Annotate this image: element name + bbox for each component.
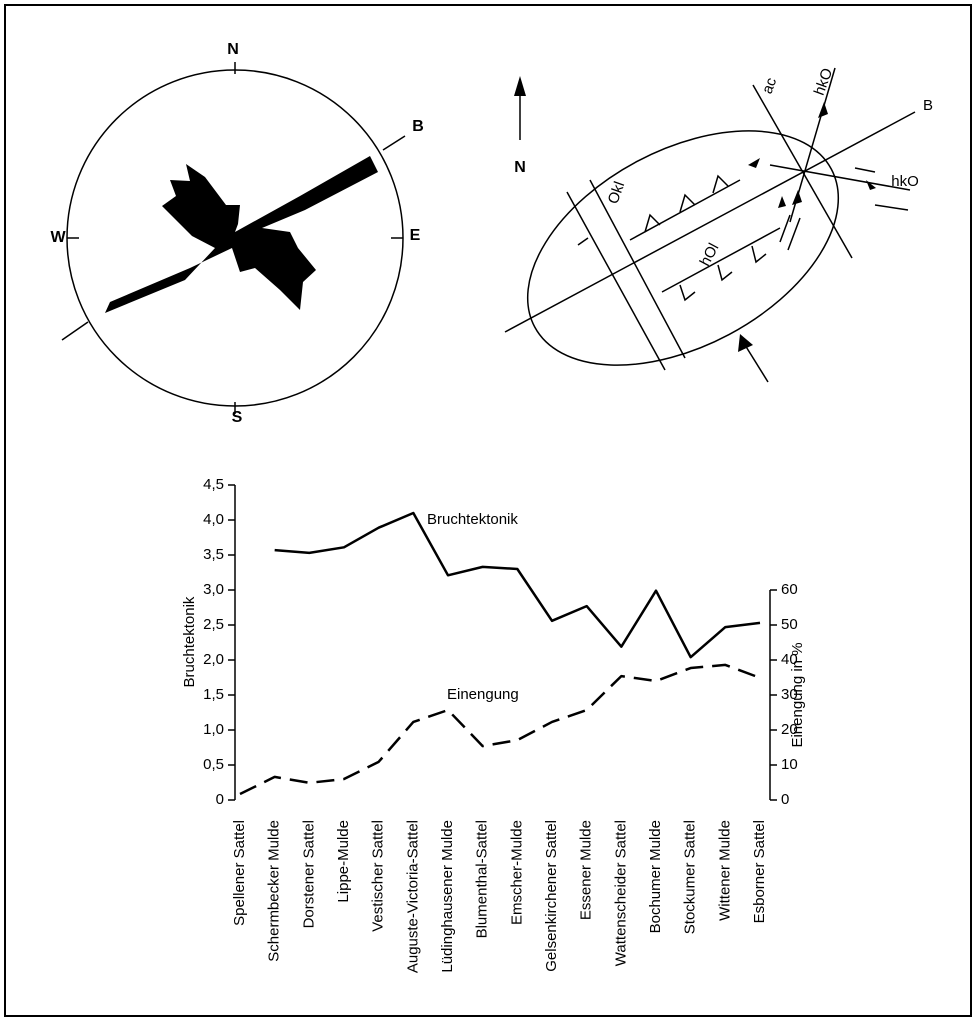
hko-line <box>770 165 910 190</box>
fold-line <box>630 180 740 240</box>
ellipse <box>489 83 878 414</box>
page: N E S W B N ac hkO B Okl hOl hkO Bruchte… <box>0 0 978 1021</box>
sketch-label: hkO <box>811 66 836 98</box>
y2-tick-label: 10 <box>781 756 798 773</box>
stress-arrow <box>745 345 768 382</box>
tick <box>578 238 588 245</box>
y-tick-label: 0,5 <box>203 756 224 773</box>
y2-tick-label: 30 <box>781 686 798 703</box>
sketch-label: N <box>514 159 526 176</box>
y2-tick-label: 0 <box>781 791 789 808</box>
series-line <box>240 665 760 794</box>
x-tick-label: Wattenscheider Sattel <box>612 820 629 966</box>
y-tick-label: 1,5 <box>203 686 224 703</box>
x-tick-label: Schermbecker Mulde <box>266 820 283 962</box>
series-label: Bruchtektonik <box>427 511 518 528</box>
y2-tick-label: 20 <box>781 721 798 738</box>
y-tick-label: 2,5 <box>203 616 224 633</box>
series-line <box>275 513 760 657</box>
b-axis <box>505 112 915 332</box>
x-tick-label: Dorstener Sattel <box>300 820 317 928</box>
y-tick-label: 2,0 <box>203 651 224 668</box>
b-axis <box>383 136 405 150</box>
arrow-head <box>738 334 753 352</box>
x-tick-label: Bochumer Mulde <box>647 820 664 933</box>
x-tick-label: Emscher-Mulde <box>508 820 525 925</box>
x-tick-label: Lippe-Mulde <box>335 820 352 903</box>
y-axis-label: Bruchtektonik <box>181 596 198 687</box>
shear-marks <box>780 168 908 250</box>
y-tick-label: 3,5 <box>203 546 224 563</box>
sketch-label: hkO <box>891 173 919 190</box>
rose-label: B <box>412 118 424 135</box>
x-tick-label: Gelsenkirchener Sattel <box>543 820 560 972</box>
series-label: Einengung <box>447 686 519 703</box>
fold-teeth <box>645 176 766 300</box>
rose-diagram: N E S W B <box>50 41 423 426</box>
cross-line <box>590 180 685 358</box>
y-tick-label: 1,0 <box>203 721 224 738</box>
sketch-label: hOl <box>697 240 723 269</box>
y2-tick-label: 60 <box>781 581 798 598</box>
structure-sketch: N ac hkO B Okl hOl hkO <box>489 66 933 413</box>
y-tick-label: 0 <box>216 791 224 808</box>
rose-petals <box>105 156 378 313</box>
cross-line <box>567 192 665 370</box>
x-tick-label: Vestischer Sattel <box>370 820 387 932</box>
x-tick-label: Auguste-Victoria-Sattel <box>404 820 421 973</box>
rose-label: W <box>50 229 66 246</box>
y2-tick-label: 40 <box>781 651 798 668</box>
sketch-label: ac <box>759 75 781 96</box>
y-tick-label: 4,5 <box>203 476 224 493</box>
rose-label: N <box>227 41 239 58</box>
y-tick-label: 3,0 <box>203 581 224 598</box>
rose-label: E <box>410 227 421 244</box>
arrow-head <box>514 76 526 96</box>
x-tick-label: Blumenthal-Sattel <box>474 820 491 938</box>
sketch-label: B <box>923 97 933 114</box>
x-tick-label: Stockumer Sattel <box>682 820 699 934</box>
x-tick-label: Wittener Mulde <box>716 820 733 921</box>
x-tick-label: Lüdinghausener Mulde <box>439 820 456 973</box>
x-tick-label: Essener Mulde <box>578 820 595 920</box>
rose-label: S <box>232 409 243 426</box>
y2-tick-label: 50 <box>781 616 798 633</box>
sketch-label: Okl <box>605 179 629 206</box>
x-tick-label: Esborner Sattel <box>751 820 768 923</box>
x-tick-label: Spellener Sattel <box>231 820 248 926</box>
b-axis <box>62 322 88 340</box>
y-tick-label: 4,0 <box>203 511 224 528</box>
